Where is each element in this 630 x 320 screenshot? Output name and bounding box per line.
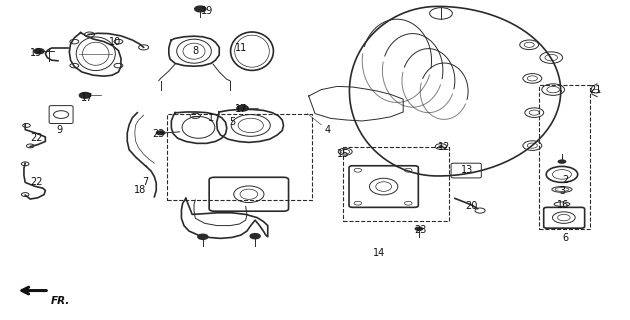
Text: 3: 3 <box>559 186 566 196</box>
Text: 23: 23 <box>152 129 165 140</box>
Text: 17: 17 <box>81 92 93 103</box>
Text: 19: 19 <box>200 6 213 16</box>
Circle shape <box>415 227 423 231</box>
Text: 13: 13 <box>461 165 474 175</box>
Text: 5: 5 <box>229 117 235 127</box>
Text: 10: 10 <box>108 36 121 47</box>
Text: 22: 22 <box>30 133 43 143</box>
Circle shape <box>558 159 566 164</box>
Text: 14: 14 <box>373 248 386 258</box>
Text: 2: 2 <box>563 175 569 185</box>
Circle shape <box>34 49 44 54</box>
Text: 20: 20 <box>465 201 478 212</box>
Text: 1: 1 <box>208 113 214 124</box>
Text: FR.: FR. <box>50 296 70 306</box>
Text: 15: 15 <box>337 148 350 159</box>
Text: 7: 7 <box>142 177 148 188</box>
Text: 17: 17 <box>234 104 247 115</box>
Circle shape <box>237 105 248 111</box>
Text: 11: 11 <box>234 43 247 53</box>
Text: 18: 18 <box>134 185 146 196</box>
Text: 9: 9 <box>57 124 63 135</box>
Text: 4: 4 <box>324 124 331 135</box>
Circle shape <box>79 92 91 98</box>
Text: 22: 22 <box>30 177 43 188</box>
Text: 19: 19 <box>30 48 43 58</box>
Text: 6: 6 <box>563 233 569 244</box>
Text: 8: 8 <box>192 46 198 56</box>
Text: 23: 23 <box>415 225 427 235</box>
Text: 21: 21 <box>589 84 602 95</box>
Text: 16: 16 <box>556 200 569 210</box>
Circle shape <box>198 234 208 239</box>
Circle shape <box>195 6 206 12</box>
Text: 12: 12 <box>438 142 450 152</box>
Circle shape <box>156 130 166 135</box>
Circle shape <box>250 234 260 239</box>
Circle shape <box>438 145 444 148</box>
